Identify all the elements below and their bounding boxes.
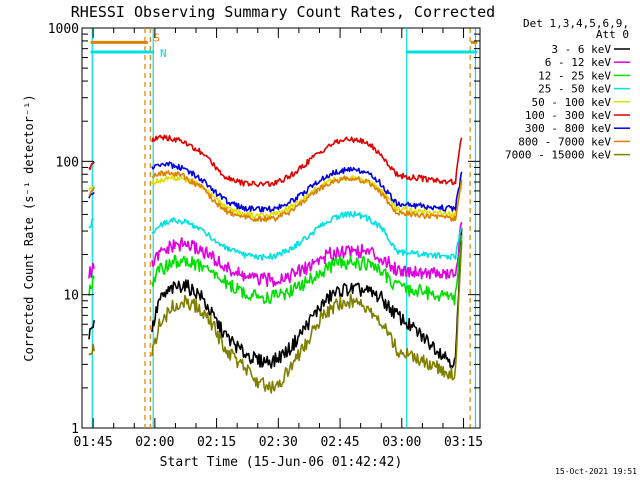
axes: 1 10 100 1000 01:45 02:00 02:15 02:30 02:45 03:00… [48, 22, 483, 450]
series-line [151, 174, 463, 219]
series-line [88, 343, 95, 356]
legend-entry-label: 7000 - 15000 keV [505, 149, 611, 162]
y-tick-label: 1 [71, 422, 79, 437]
series-7000-15000-kev [88, 240, 463, 394]
observing-flags: SN [90, 28, 478, 428]
legend-entry-label: 25 - 50 keV [538, 83, 611, 96]
series-line [151, 240, 463, 394]
legend-entry-label: 12 - 25 keV [538, 69, 611, 82]
x-tick-label: 01:45 [74, 435, 113, 450]
x-tick-label: 02:30 [259, 435, 298, 450]
series-12-25-kev [88, 234, 463, 306]
series-line [151, 170, 463, 223]
x-tick-label: 02:00 [135, 435, 174, 450]
y-tick-label: 10 [63, 289, 79, 304]
x-tick-label: 03:00 [382, 435, 421, 450]
y-axis-label: Corrected Count Rate (s⁻¹ detector⁻¹) [22, 94, 36, 361]
x-tick-label: 02:45 [320, 435, 359, 450]
series-100-300-kev [88, 134, 463, 188]
legend-header-line: Att 0 [596, 28, 629, 41]
plot-frame [81, 27, 481, 429]
render-timestamp: 15-Oct-2021 19:51 [555, 467, 637, 476]
legend-header-line: Det 1,3,4,5,6,9, [523, 17, 629, 30]
legend-entry-label: 300 - 800 keV [525, 122, 611, 135]
series-line [88, 191, 95, 199]
series-layer [88, 134, 463, 394]
series-6-12-kev [88, 221, 463, 288]
series-line [151, 161, 463, 213]
series-line [151, 228, 463, 369]
series-line [151, 234, 463, 306]
series-25-50-kev [88, 211, 463, 261]
series-line [88, 262, 95, 279]
legend-entry-label: 50 - 100 keV [532, 96, 612, 109]
series-line [151, 211, 463, 261]
series-line [88, 161, 95, 171]
series-800-7000-kev [88, 170, 463, 223]
series-3-6-kev [88, 228, 463, 369]
series-line [151, 221, 463, 288]
legend-entry-label: 100 - 300 keV [525, 109, 611, 122]
night-flag-label: N [160, 47, 167, 60]
x-axis-label: Start Time (15-Jun-06 01:42:42) [160, 455, 403, 470]
series-line [88, 319, 95, 340]
x-tick-label: 03:15 [444, 435, 483, 450]
series-line [88, 186, 95, 196]
chart-title: RHESSI Observing Summary Count Rates, Co… [71, 3, 495, 21]
series-300-800-kev [88, 161, 463, 213]
y-tick-label: 100 [56, 155, 79, 170]
series-line [151, 134, 463, 188]
legend-entry-label: 3 - 6 keV [551, 43, 611, 56]
y-tick-label: 1000 [48, 22, 79, 37]
series-line [88, 218, 95, 229]
saa-flag-label: S [153, 31, 160, 44]
x-tick-label: 02:15 [197, 435, 236, 450]
series-line [88, 275, 95, 296]
legend-entry-label: 6 - 12 keV [545, 56, 612, 69]
legend-entry-label: 800 - 7000 keV [518, 135, 611, 148]
